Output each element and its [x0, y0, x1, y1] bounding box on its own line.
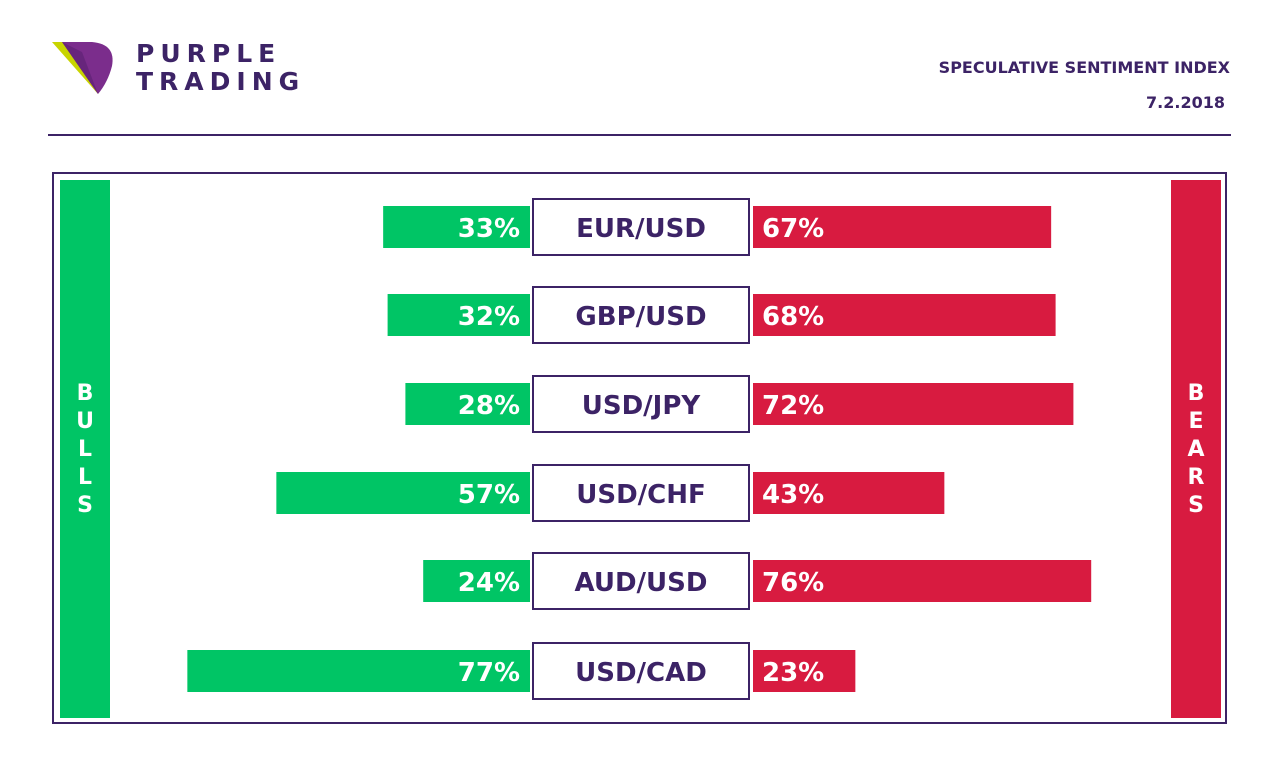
pair-box — [532, 464, 750, 522]
pair-box — [532, 198, 750, 256]
report-date: 7.2.2018 — [1146, 93, 1225, 112]
bear-value-label: 76% — [762, 568, 824, 598]
bull-bar — [387, 294, 530, 336]
pair-box — [532, 375, 750, 433]
bull-value-label: 24% — [458, 568, 520, 598]
bulls-label: B U L L S — [60, 380, 110, 520]
chart-frame — [52, 172, 1227, 724]
bull-bar — [383, 206, 530, 248]
bear-bar — [753, 383, 1074, 425]
bull-bar — [187, 650, 530, 692]
bear-value-label: 68% — [762, 302, 824, 332]
bears-letter: A — [1187, 437, 1205, 462]
pair-box — [532, 552, 750, 610]
logo-mark-icon — [52, 42, 113, 94]
bulls-letter: B — [76, 381, 94, 406]
bear-bar — [753, 294, 1056, 336]
pair-label: AUD/USD — [575, 568, 708, 598]
bear-value-label: 67% — [762, 214, 824, 244]
bear-bar — [753, 206, 1052, 248]
pair-label: GBP/USD — [575, 302, 706, 332]
brand-logo[interactable]: PURPLE TRADING — [52, 40, 322, 100]
bull-bar — [276, 472, 530, 514]
bull-bar — [423, 560, 530, 602]
pair-label: USD/CHF — [576, 480, 706, 510]
brand-name-line2: TRADING — [136, 67, 306, 96]
bear-value-label: 23% — [762, 658, 824, 688]
page-title: SPECULATIVE SENTIMENT INDEX — [938, 58, 1230, 77]
brand-name-line1: PURPLE — [136, 39, 282, 68]
bull-value-label: 32% — [458, 302, 520, 332]
pair-label: USD/CAD — [575, 658, 707, 688]
bulls-letter: U — [76, 409, 94, 434]
pair-box — [532, 286, 750, 344]
bears-letter: B — [1187, 381, 1205, 406]
bull-value-label: 28% — [458, 391, 520, 421]
bear-value-label: 72% — [762, 391, 824, 421]
bears-letter: E — [1188, 409, 1204, 434]
bull-value-label: 57% — [458, 480, 520, 510]
bull-value-label: 33% — [458, 214, 520, 244]
bear-value-label: 43% — [762, 480, 824, 510]
bear-bar — [753, 650, 856, 692]
bulls-column: B U L L S — [60, 180, 110, 718]
pair-label: USD/JPY — [582, 391, 702, 421]
bull-value-label: 77% — [458, 658, 520, 688]
bear-bar — [753, 560, 1092, 602]
bulls-letter: L — [77, 437, 93, 462]
bull-bar — [405, 383, 530, 425]
pair-label: EUR/USD — [576, 214, 706, 244]
pair-box — [532, 642, 750, 700]
bears-letter: R — [1187, 465, 1205, 490]
bear-bar — [753, 472, 945, 514]
bulls-letter: L — [77, 465, 93, 490]
bears-column: B E A R S — [1171, 180, 1221, 718]
bears-label: B E A R S — [1171, 380, 1221, 520]
header-divider — [48, 134, 1231, 136]
bears-letter: S — [1188, 493, 1204, 518]
bulls-letter: S — [77, 493, 93, 518]
